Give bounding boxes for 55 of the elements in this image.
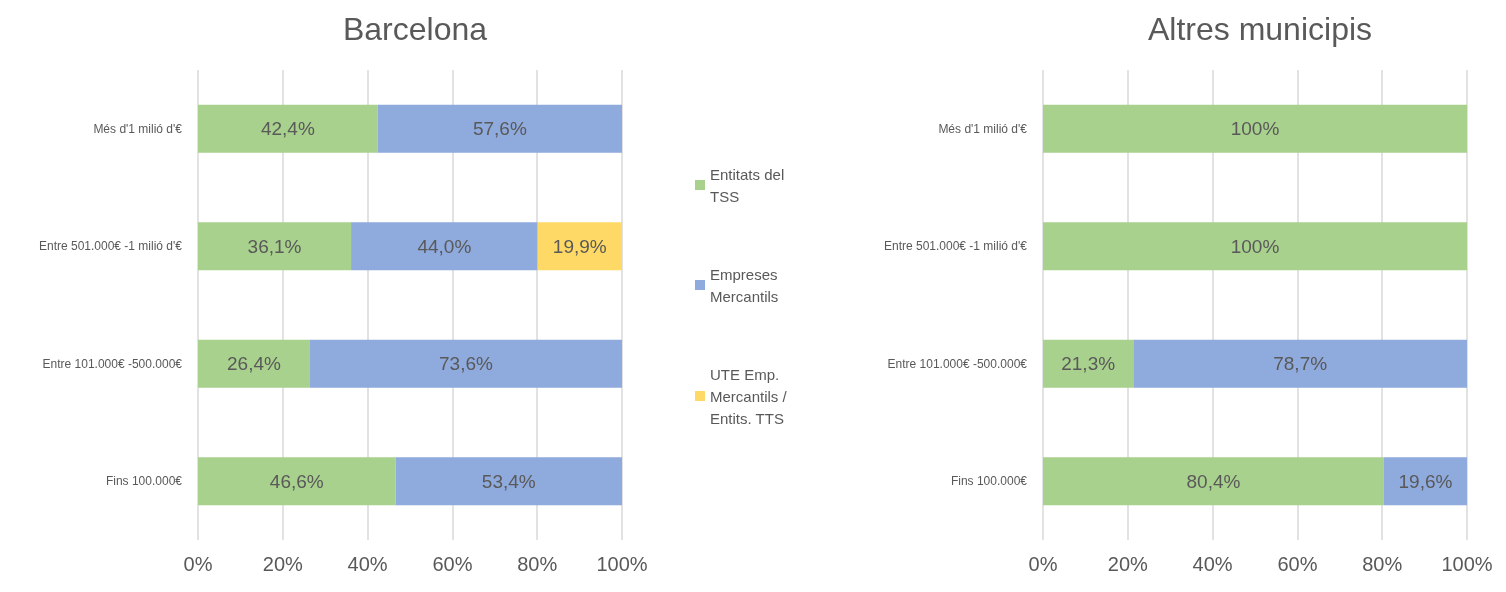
- bar: [198, 339, 310, 388]
- bar: [1133, 339, 1467, 388]
- data-label: 26,4%: [227, 353, 282, 375]
- x-tick-label: 80%: [1362, 553, 1403, 575]
- bar: [1043, 222, 1467, 271]
- x-tick-label: 60%: [1277, 553, 1318, 575]
- bar: [351, 222, 538, 271]
- legend-label: UTE Emp. Mercantils /Entits. TTS: [710, 365, 788, 427]
- chart-title: Altres municipis: [1147, 11, 1373, 47]
- y-tick-label: Fins 100.000€: [950, 474, 1028, 489]
- data-label: 42,4%: [260, 118, 315, 140]
- x-tick-label: 80%: [517, 553, 558, 575]
- data-label: 36,1%: [247, 235, 302, 257]
- x-tick-label: 40%: [1192, 553, 1233, 575]
- bar: [1043, 457, 1384, 506]
- bar: [198, 104, 378, 153]
- data-label: 19,9%: [552, 235, 607, 257]
- data-label: 78,7%: [1273, 353, 1328, 375]
- bar: [198, 457, 396, 506]
- chart-title: Barcelona: [342, 11, 488, 47]
- x-tick-label: 40%: [347, 553, 388, 575]
- bar: [309, 339, 622, 388]
- bar: [537, 222, 622, 271]
- data-label: 100%: [1230, 118, 1280, 140]
- data-label: 19,6%: [1398, 470, 1453, 492]
- data-label: 57,6%: [472, 118, 527, 140]
- bar: [198, 222, 352, 271]
- x-tick-label: 60%: [432, 553, 473, 575]
- data-label: 100%: [1230, 235, 1280, 257]
- bar: [395, 457, 622, 506]
- x-tick-label: 0%: [183, 553, 213, 575]
- data-label: 73,6%: [439, 353, 494, 375]
- y-tick-label: Més d'1 milió d'€: [93, 121, 183, 136]
- data-label: 53,4%: [481, 470, 536, 492]
- y-tick-label: Entre 101.000€ -500.000€: [42, 356, 183, 371]
- y-tick-label: Fins 100.000€: [105, 474, 183, 489]
- data-label: 21,3%: [1061, 353, 1116, 375]
- x-tick-label: 0%: [1028, 553, 1058, 575]
- bar: [377, 104, 622, 153]
- bar: [1383, 457, 1467, 506]
- y-tick-label: Entre 501.000€ -1 milió d'€: [38, 239, 183, 254]
- legend-label: Entitats del TSS: [710, 165, 789, 205]
- bar: [1043, 104, 1467, 153]
- legend-label: Empreses Mercantils: [710, 265, 782, 305]
- bar: [1043, 339, 1134, 388]
- data-label: 46,6%: [269, 470, 324, 492]
- x-tick-label: 20%: [262, 553, 304, 575]
- y-tick-label: Entre 501.000€ -1 milió d'€: [883, 239, 1028, 254]
- x-tick-label: 100%: [1441, 553, 1493, 575]
- x-tick-label: 100%: [596, 553, 648, 575]
- y-tick-label: Més d'1 milió d'€: [938, 121, 1028, 136]
- x-tick-label: 20%: [1107, 553, 1149, 575]
- data-label: 44,0%: [417, 235, 472, 257]
- y-tick-label: Entre 101.000€ -500.000€: [887, 356, 1028, 371]
- data-label: 80,4%: [1186, 470, 1241, 492]
